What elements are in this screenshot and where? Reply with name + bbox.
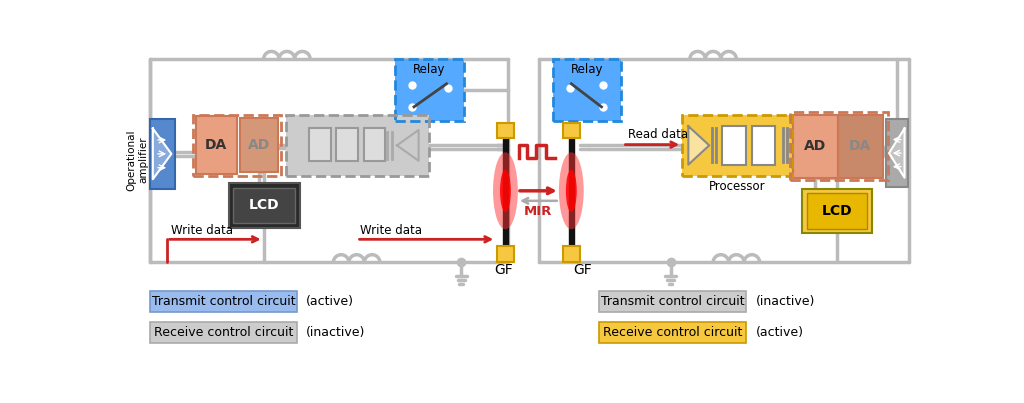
Polygon shape: [153, 129, 171, 179]
Text: (inactive): (inactive): [756, 295, 815, 308]
Bar: [503, 125, 508, 260]
Text: AD: AD: [804, 139, 826, 153]
Ellipse shape: [566, 170, 577, 212]
Bar: [194, 114, 282, 176]
Bar: [233, 188, 295, 223]
Bar: [286, 114, 429, 176]
Bar: [790, 112, 888, 180]
Bar: [599, 291, 746, 312]
Bar: [563, 123, 580, 139]
Text: MIR: MIR: [524, 205, 552, 218]
Text: LCD: LCD: [822, 204, 852, 218]
Text: Read data: Read data: [628, 128, 688, 141]
Polygon shape: [397, 130, 419, 161]
Bar: [364, 129, 385, 161]
Text: DA: DA: [205, 137, 227, 152]
Text: Receive control circuit: Receive control circuit: [603, 326, 742, 339]
Text: Relay: Relay: [414, 62, 445, 76]
Bar: [150, 119, 174, 189]
Bar: [553, 59, 621, 121]
Ellipse shape: [559, 152, 584, 229]
Bar: [286, 114, 429, 176]
Text: GF: GF: [573, 263, 592, 277]
Text: Write data: Write data: [171, 224, 232, 237]
Bar: [599, 322, 746, 343]
Bar: [150, 291, 297, 312]
Text: (active): (active): [306, 295, 354, 308]
Bar: [838, 114, 883, 178]
Text: Receive control circuit: Receive control circuit: [154, 326, 293, 339]
Bar: [886, 119, 907, 187]
Text: LCD: LCD: [249, 198, 280, 212]
Bar: [197, 116, 237, 174]
Text: Relay: Relay: [570, 62, 603, 76]
Text: Write data: Write data: [360, 224, 423, 237]
Ellipse shape: [500, 170, 511, 212]
Bar: [497, 123, 514, 139]
Bar: [337, 129, 358, 161]
Text: (inactive): (inactive): [306, 326, 366, 339]
Bar: [553, 59, 621, 121]
Bar: [241, 118, 278, 172]
Text: Operational
amplifier: Operational amplifier: [127, 129, 148, 191]
Bar: [497, 246, 514, 262]
Bar: [722, 126, 745, 165]
Bar: [569, 125, 573, 260]
Bar: [752, 126, 775, 165]
Bar: [563, 246, 580, 262]
Text: Transmit control circuit: Transmit control circuit: [152, 295, 295, 308]
Text: GF: GF: [495, 263, 513, 277]
Bar: [682, 114, 793, 176]
Text: Transmit control circuit: Transmit control circuit: [601, 295, 744, 308]
Polygon shape: [688, 126, 710, 165]
Bar: [395, 59, 464, 121]
Bar: [309, 129, 331, 161]
Bar: [682, 114, 793, 176]
Bar: [395, 59, 464, 121]
Text: (active): (active): [756, 326, 804, 339]
Text: AD: AD: [248, 137, 270, 152]
Polygon shape: [889, 129, 904, 178]
Bar: [150, 322, 297, 343]
Text: DA: DA: [849, 139, 871, 153]
Ellipse shape: [493, 152, 518, 229]
Text: Processor: Processor: [709, 181, 766, 193]
Bar: [228, 183, 300, 228]
Bar: [807, 193, 867, 229]
Bar: [802, 189, 872, 233]
Bar: [793, 114, 838, 178]
